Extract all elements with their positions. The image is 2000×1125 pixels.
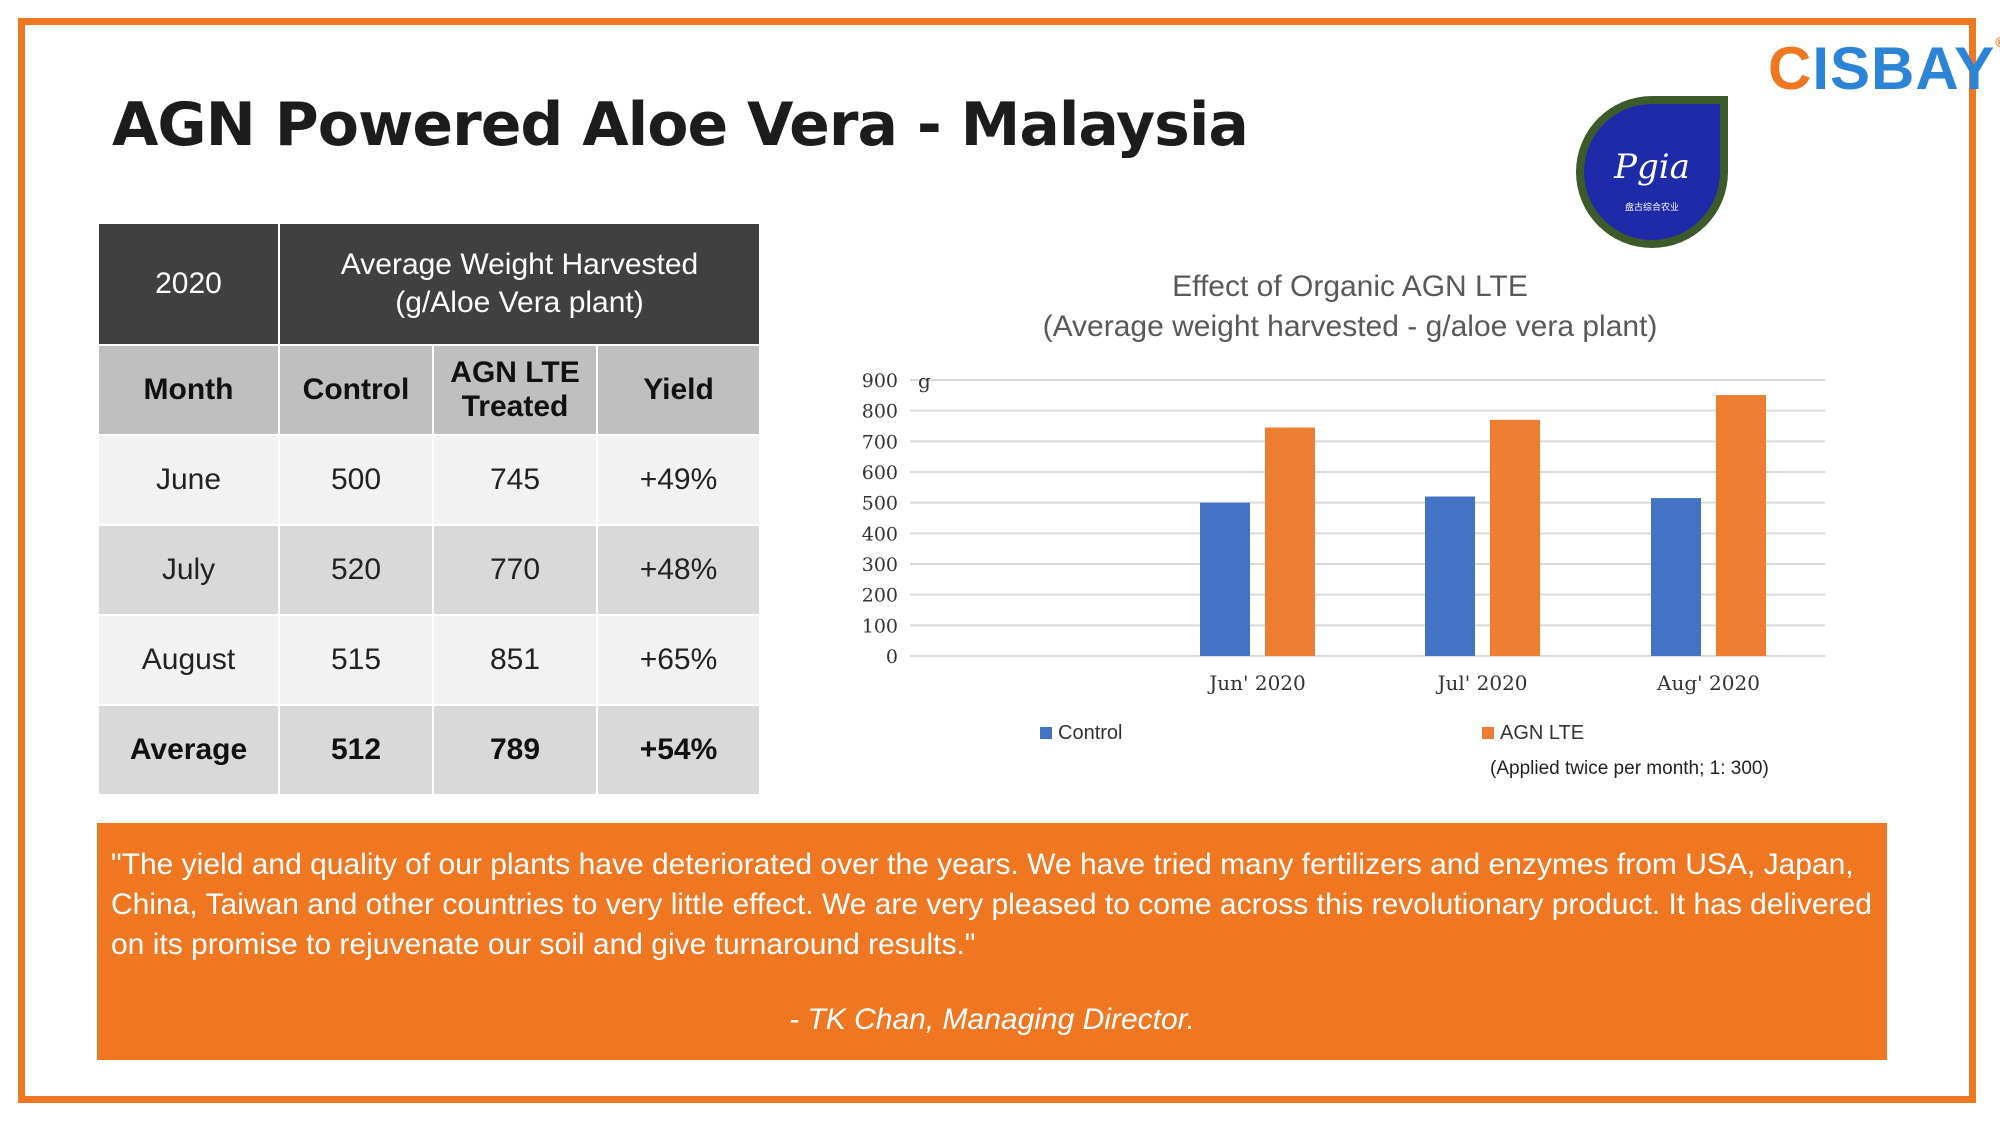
legend-label: Control [1058,722,1122,744]
logo-subtext: 盘古综合农业 [1625,201,1679,213]
cisbay-logo: CISBAY® [1768,34,2000,103]
col-header-month: Month [97,344,280,436]
cell-agn: 851 [432,614,598,706]
cell-month: July [97,524,280,616]
col-header-agn: AGN LTE Treated [432,344,598,436]
slide-title: AGN Powered Aloe Vera - Malaysia [112,90,1249,160]
table-row: June 500 745 +49% [97,434,762,526]
legend-swatch [1482,727,1494,739]
cell-avg-agn: 789 [432,704,598,796]
testimonial-author: - TK Chan, Managing Director. [789,1003,1195,1036]
legend-swatch [1040,727,1052,739]
chart-subtitle: (Average weight harvested - g/aloe vera … [1042,310,1658,343]
cell-control: 515 [278,614,434,706]
testimonial-text: "The yield and quality of our plants hav… [111,848,1872,961]
y-tick-label: 200 [862,585,898,607]
col-header-control: Control [278,344,434,436]
cell-avg-control: 512 [278,704,434,796]
x-tick-label: Jun' 2020 [1207,671,1306,695]
bar-control [1200,502,1250,656]
y-tick-label: 100 [862,615,898,637]
y-tick-label: 400 [862,523,898,545]
chart-note: (Applied twice per month; 1: 300) [1490,758,1769,779]
cell-month: August [97,614,280,706]
slide-frame [18,18,1976,1103]
bar-agn-lte [1265,427,1315,656]
y-tick-label: 300 [862,554,898,576]
registered-mark: ® [1995,34,2000,50]
col-header-agn-label: AGN LTE Treated [450,356,580,423]
cell-yield: +65% [595,614,762,706]
brand-text: ISBAY [1812,35,1996,102]
pgia-logo: Pgia 盘古综合农业 [1576,96,1728,248]
x-tick-label: Jul' 2020 [1435,671,1527,695]
bar-agn-lte [1716,395,1766,656]
x-tick-label: Aug' 2020 [1656,671,1760,695]
table-group-header-row: 2020 Average Weight Harvested (g/Aloe Ve… [97,222,762,346]
cell-month: June [97,434,280,526]
cell-avg-label: Average [97,704,280,796]
cell-agn: 745 [432,434,598,526]
y-tick-label: 900 [862,370,898,392]
group-header-label: Average Weight Harvested (g/Aloe Vera pl… [340,248,699,319]
table-header-row: Month Control AGN LTE Treated Yield [97,344,762,436]
group-header-cell: Average Weight Harvested (g/Aloe Vera pl… [277,222,762,346]
testimonial-box: "The yield and quality of our plants hav… [97,823,1887,1060]
harvest-table: 2020 Average Weight Harvested (g/Aloe Ve… [97,222,762,796]
brand-letter: C [1768,35,1813,102]
bar-control [1651,498,1701,656]
year-cell: 2020 [97,222,280,346]
table-row: July 520 770 +48% [97,524,762,616]
y-axis-label: g [918,369,931,393]
y-tick-label: 600 [862,462,898,484]
bar-agn-lte [1490,419,1540,656]
bar-control [1425,496,1475,656]
cell-yield: +49% [595,434,762,526]
y-tick-label: 800 [862,401,898,423]
cell-avg-yield: +54% [595,704,762,796]
col-header-yield: Yield [595,344,762,436]
chart-title: Effect of Organic AGN LTE [1172,270,1528,303]
y-tick-label: 700 [862,431,898,453]
logo-text: Pgia [1613,147,1690,187]
legend-label: AGN LTE [1500,722,1584,744]
table-average-row: Average 512 789 +54% [97,704,762,796]
cell-control: 500 [278,434,434,526]
cell-agn: 770 [432,524,598,616]
y-tick-label: 500 [862,493,898,515]
table-row: August 515 851 +65% [97,614,762,706]
y-tick-label: 0 [886,646,898,668]
cell-control: 520 [278,524,434,616]
cell-yield: +48% [595,524,762,616]
